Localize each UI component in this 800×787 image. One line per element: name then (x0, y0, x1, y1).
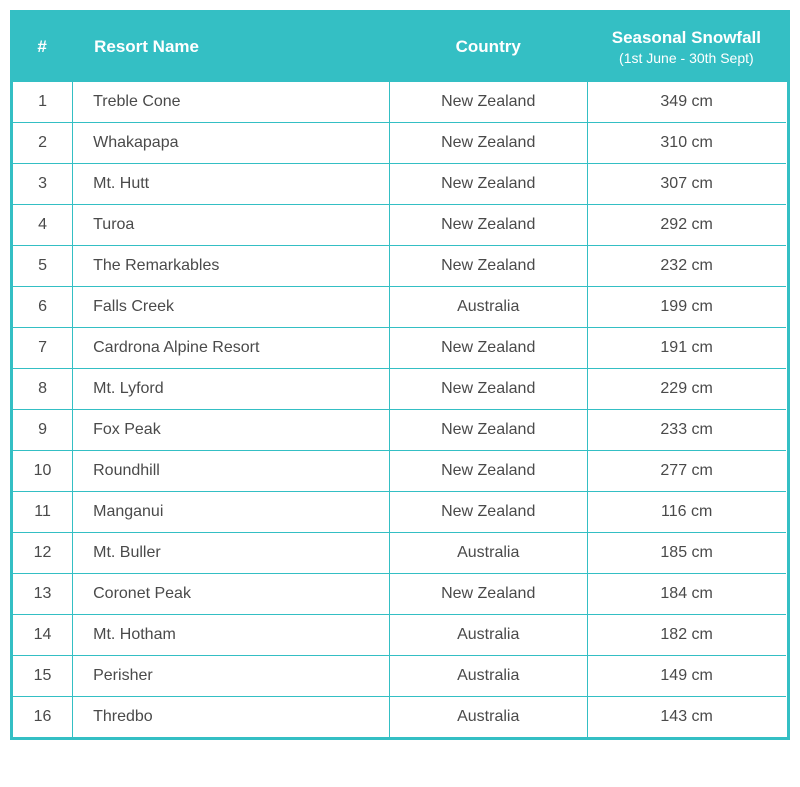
cell-snowfall: 310 cm (587, 123, 785, 164)
cell-resort-name: Fox Peak (73, 410, 390, 451)
cell-snowfall: 277 cm (587, 451, 785, 492)
cell-rank: 4 (13, 205, 73, 246)
cell-country: New Zealand (389, 164, 587, 205)
table-body: 1Treble ConeNew Zealand349 cm2WhakapapaN… (13, 82, 786, 738)
cell-country: New Zealand (389, 246, 587, 287)
cell-snowfall: 143 cm (587, 697, 785, 738)
table-row: 15PerisherAustralia149 cm (13, 656, 786, 697)
table-row: 14Mt. HothamAustralia182 cm (13, 615, 786, 656)
cell-resort-name: Mt. Buller (73, 533, 390, 574)
cell-resort-name: Mt. Hotham (73, 615, 390, 656)
snowfall-table-container: # Resort Name Country Seasonal Snowfall … (10, 10, 790, 740)
cell-resort-name: Manganui (73, 492, 390, 533)
cell-rank: 10 (13, 451, 73, 492)
cell-rank: 7 (13, 328, 73, 369)
cell-resort-name: Coronet Peak (73, 574, 390, 615)
cell-country: New Zealand (389, 328, 587, 369)
cell-snowfall: 307 cm (587, 164, 785, 205)
cell-rank: 11 (13, 492, 73, 533)
cell-resort-name: Treble Cone (73, 82, 390, 123)
cell-resort-name: Turoa (73, 205, 390, 246)
table-row: 12Mt. BullerAustralia185 cm (13, 533, 786, 574)
cell-snowfall: 182 cm (587, 615, 785, 656)
cell-snowfall: 233 cm (587, 410, 785, 451)
header-snowfall: Seasonal Snowfall (1st June - 30th Sept) (587, 13, 785, 82)
cell-country: New Zealand (389, 82, 587, 123)
cell-snowfall: 184 cm (587, 574, 785, 615)
header-snowfall-sub: (1st June - 30th Sept) (599, 49, 774, 67)
cell-resort-name: The Remarkables (73, 246, 390, 287)
cell-rank: 14 (13, 615, 73, 656)
cell-snowfall: 349 cm (587, 82, 785, 123)
table-row: 10RoundhillNew Zealand277 cm (13, 451, 786, 492)
snowfall-table: # Resort Name Country Seasonal Snowfall … (13, 13, 787, 737)
table-header: # Resort Name Country Seasonal Snowfall … (13, 13, 786, 82)
cell-country: Australia (389, 656, 587, 697)
cell-resort-name: Falls Creek (73, 287, 390, 328)
cell-country: New Zealand (389, 369, 587, 410)
table-row: 7Cardrona Alpine ResortNew Zealand191 cm (13, 328, 786, 369)
cell-snowfall: 292 cm (587, 205, 785, 246)
table-row: 11ManganuiNew Zealand116 cm (13, 492, 786, 533)
cell-rank: 2 (13, 123, 73, 164)
cell-resort-name: Roundhill (73, 451, 390, 492)
cell-resort-name: Mt. Lyford (73, 369, 390, 410)
cell-country: New Zealand (389, 574, 587, 615)
header-resort-name: Resort Name (73, 13, 390, 82)
cell-rank: 9 (13, 410, 73, 451)
header-row: # Resort Name Country Seasonal Snowfall … (13, 13, 786, 82)
cell-country: New Zealand (389, 410, 587, 451)
cell-country: Australia (389, 533, 587, 574)
cell-rank: 13 (13, 574, 73, 615)
header-country: Country (389, 13, 587, 82)
table-row: 5The RemarkablesNew Zealand232 cm (13, 246, 786, 287)
cell-resort-name: Cardrona Alpine Resort (73, 328, 390, 369)
cell-snowfall: 232 cm (587, 246, 785, 287)
cell-rank: 8 (13, 369, 73, 410)
cell-country: Australia (389, 287, 587, 328)
cell-resort-name: Thredbo (73, 697, 390, 738)
cell-resort-name: Mt. Hutt (73, 164, 390, 205)
cell-country: New Zealand (389, 451, 587, 492)
cell-resort-name: Perisher (73, 656, 390, 697)
header-snowfall-main: Seasonal Snowfall (612, 28, 761, 47)
cell-country: Australia (389, 697, 587, 738)
cell-rank: 5 (13, 246, 73, 287)
cell-rank: 3 (13, 164, 73, 205)
cell-snowfall: 199 cm (587, 287, 785, 328)
table-row: 3Mt. HuttNew Zealand307 cm (13, 164, 786, 205)
table-row: 13Coronet PeakNew Zealand184 cm (13, 574, 786, 615)
cell-snowfall: 185 cm (587, 533, 785, 574)
cell-snowfall: 149 cm (587, 656, 785, 697)
cell-rank: 15 (13, 656, 73, 697)
cell-rank: 1 (13, 82, 73, 123)
cell-snowfall: 191 cm (587, 328, 785, 369)
table-row: 1Treble ConeNew Zealand349 cm (13, 82, 786, 123)
cell-rank: 6 (13, 287, 73, 328)
header-rank: # (13, 13, 73, 82)
table-row: 2WhakapapaNew Zealand310 cm (13, 123, 786, 164)
cell-snowfall: 116 cm (587, 492, 785, 533)
cell-rank: 16 (13, 697, 73, 738)
cell-rank: 12 (13, 533, 73, 574)
cell-snowfall: 229 cm (587, 369, 785, 410)
table-row: 16ThredboAustralia143 cm (13, 697, 786, 738)
cell-country: New Zealand (389, 492, 587, 533)
table-row: 8Mt. LyfordNew Zealand229 cm (13, 369, 786, 410)
cell-country: New Zealand (389, 123, 587, 164)
table-row: 6Falls CreekAustralia199 cm (13, 287, 786, 328)
table-row: 4TuroaNew Zealand292 cm (13, 205, 786, 246)
cell-country: New Zealand (389, 205, 587, 246)
table-row: 9Fox PeakNew Zealand233 cm (13, 410, 786, 451)
cell-resort-name: Whakapapa (73, 123, 390, 164)
cell-country: Australia (389, 615, 587, 656)
